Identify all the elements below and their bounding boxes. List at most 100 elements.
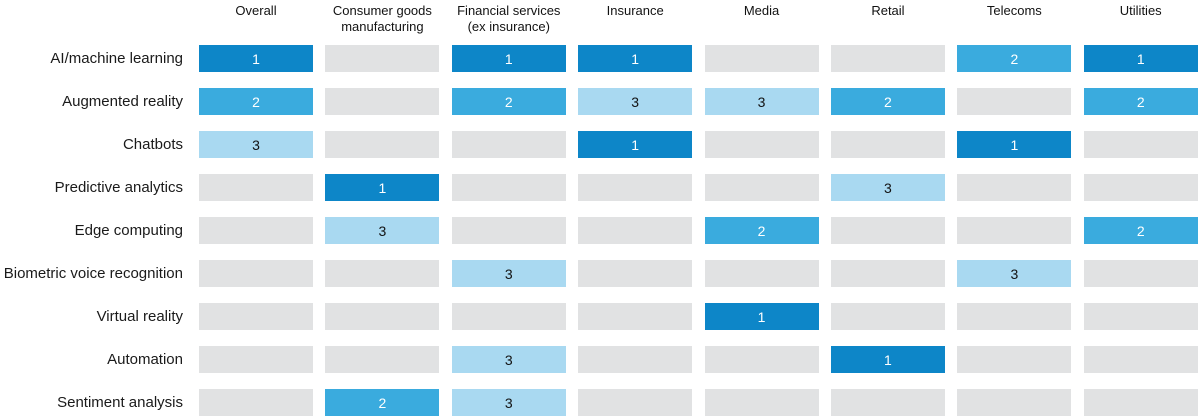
column-header: Retail — [871, 3, 905, 18]
heatmap-cell-empty — [704, 346, 819, 373]
heatmap-cell-empty — [830, 389, 945, 416]
row-label: Edge computing — [74, 222, 183, 239]
heatmap-cell-empty — [957, 303, 1072, 330]
heatmap-cell-empty — [199, 260, 313, 287]
heatmap-cell-rank: 3 — [704, 88, 819, 115]
heatmap-cell-rank: 2 — [957, 45, 1072, 72]
heatmap-row: Biometric voice recognition 3 3 — [0, 252, 1200, 295]
column-header: Overall — [235, 3, 277, 18]
heatmap-cell-empty — [830, 131, 945, 158]
heatmap-cell-empty — [957, 346, 1072, 373]
row-label: Virtual reality — [96, 308, 183, 325]
heatmap-cell-rank: 1 — [1083, 45, 1198, 72]
heatmap-cell-empty — [957, 389, 1072, 416]
row-label: Biometric voice recognition — [3, 265, 183, 282]
heatmap-row: Edge computing 3 2 2 — [0, 209, 1200, 252]
heatmap-cell-empty — [325, 260, 440, 287]
heatmap-cell-empty — [451, 217, 566, 244]
heatmap-cell-rank: 2 — [1083, 217, 1198, 244]
heatmap-cell-empty — [1083, 303, 1198, 330]
heatmap-cell-rank: 3 — [451, 260, 566, 287]
heatmap-row: Virtual reality 1 — [0, 295, 1200, 338]
heatmap-cell-empty — [451, 303, 566, 330]
heatmap-cell-empty — [199, 174, 313, 201]
heatmap-row: AI/machine learning 1 1 1 2 1 — [0, 37, 1200, 80]
heatmap-cell-empty — [325, 45, 440, 72]
heatmap-cell-rank: 3 — [199, 131, 313, 158]
heatmap-cell-empty — [199, 217, 313, 244]
heatmap-cell-empty — [451, 174, 566, 201]
heatmap-cell-empty — [957, 174, 1072, 201]
heatmap-cell-rank: 3 — [451, 389, 566, 416]
heatmap-cell-empty — [199, 346, 313, 373]
heatmap-cell-rank: 1 — [957, 131, 1072, 158]
heatmap-cell-empty — [578, 303, 693, 330]
heatmap-cell-empty — [578, 217, 693, 244]
heatmap-cell-rank: 3 — [957, 260, 1072, 287]
heatmap-cell-rank: 2 — [830, 88, 945, 115]
row-label: Predictive analytics — [54, 179, 183, 196]
heatmap-row: Predictive analytics 1 3 — [0, 166, 1200, 209]
heatmap-cell-rank: 3 — [578, 88, 693, 115]
heatmap-cell-empty — [830, 260, 945, 287]
heatmap-cell-empty — [957, 88, 1072, 115]
row-label: AI/machine learning — [50, 50, 183, 67]
heatmap-cell-rank: 1 — [199, 45, 313, 72]
row-label: Automation — [107, 351, 183, 368]
heatmap-cell-empty — [325, 131, 440, 158]
heatmap-cell-rank: 1 — [451, 45, 566, 72]
heatmap-cell-empty — [1083, 260, 1198, 287]
heatmap-cell-rank: 2 — [704, 217, 819, 244]
heatmap-cell-rank: 1 — [578, 45, 693, 72]
column-header: Insurance — [606, 3, 664, 18]
heatmap-cell-empty — [1083, 389, 1198, 416]
heatmap-cell-rank: 1 — [325, 174, 440, 201]
column-header: Media — [743, 3, 780, 18]
heatmap-cell-rank: 3 — [830, 174, 945, 201]
column-header: Telecoms — [986, 3, 1042, 18]
heatmap-cell-empty — [704, 260, 819, 287]
heatmap-cell-empty — [578, 389, 693, 416]
column-header: Financial services (ex insurance) — [457, 3, 561, 34]
heatmap-cell-empty — [704, 45, 819, 72]
heatmap-cell-rank: 3 — [325, 217, 440, 244]
header-row: Overall Consumer goods manufacturing Finan… — [0, 0, 1200, 37]
heatmap-cell-empty — [578, 260, 693, 287]
heatmap-cell-rank: 2 — [199, 88, 313, 115]
header-spacer — [0, 3, 199, 37]
heatmap-cell-empty — [199, 389, 313, 416]
heatmap-body: AI/machine learning 1 1 1 2 1 Augmented realit… — [0, 37, 1200, 419]
heatmap-cell-empty — [325, 88, 440, 115]
heatmap-cell-rank: 3 — [451, 346, 566, 373]
heatmap-cell-empty — [1083, 131, 1198, 158]
heatmap-cell-empty — [830, 45, 945, 72]
heatmap-cell-rank: 1 — [830, 346, 945, 373]
column-header: Utilities — [1119, 3, 1162, 18]
heatmap-cell-empty — [578, 346, 693, 373]
heatmap-cell-rank: 1 — [704, 303, 819, 330]
heatmap-row: Sentiment analysis 2 3 — [0, 381, 1200, 419]
heatmap-cell-empty — [830, 217, 945, 244]
row-label: Sentiment analysis — [57, 394, 183, 411]
heatmap-row: Automation 3 1 — [0, 338, 1200, 381]
heatmap-cell-empty — [325, 346, 440, 373]
heatmap-cell-empty — [451, 131, 566, 158]
heatmap-cell-rank: 1 — [578, 131, 693, 158]
heatmap-cell-empty — [704, 389, 819, 416]
heatmap-cell-empty — [830, 303, 945, 330]
heatmap-cell-empty — [704, 174, 819, 201]
heatmap-cell-empty — [325, 303, 440, 330]
heatmap-row: Chatbots 3 1 1 — [0, 123, 1200, 166]
heatmap-cell-empty — [1083, 346, 1198, 373]
heatmap-cell-empty — [1083, 174, 1198, 201]
heatmap-cell-empty — [704, 131, 819, 158]
heatmap-cell-rank: 2 — [1083, 88, 1198, 115]
row-label: Chatbots — [122, 136, 183, 153]
heatmap-cell-rank: 2 — [325, 389, 440, 416]
heatmap-cell-empty — [957, 217, 1072, 244]
heatmap-cell-empty — [199, 303, 313, 330]
heatmap-row: Augmented reality 2 2 3 3 2 2 — [0, 80, 1200, 123]
heatmap-cell-rank: 2 — [451, 88, 566, 115]
column-header: Consumer goods manufacturing — [332, 3, 432, 34]
